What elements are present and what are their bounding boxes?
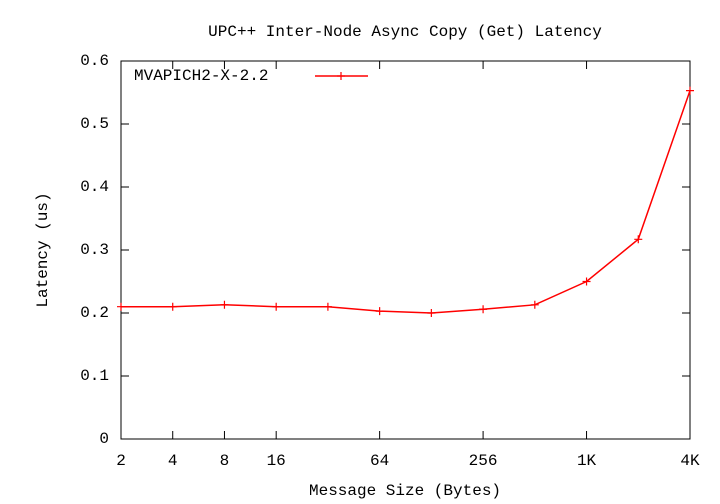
x-tick-label: 16 [267, 452, 286, 470]
x-tick-label: 1K [577, 452, 597, 470]
y-tick-label: 0.5 [80, 115, 109, 133]
x-axis-label: Message Size (Bytes) [309, 482, 501, 500]
point [168, 302, 177, 311]
point [686, 86, 694, 95]
y-tick-label: 0.6 [80, 52, 109, 70]
x-tick-label: 256 [469, 452, 498, 470]
y-tick-label: 0.4 [80, 178, 109, 196]
chart-title: UPC++ Inter-Node Async Copy (Get) Latenc… [208, 23, 602, 41]
point [427, 309, 436, 317]
x-tick-label: 4 [168, 452, 178, 470]
legend-label: MVAPICH2-X-2.2 [134, 67, 268, 85]
x-tick-label: 8 [220, 452, 230, 470]
legend-marker [337, 72, 345, 80]
y-tick-label: 0 [99, 430, 109, 448]
point [117, 302, 125, 311]
point [634, 235, 643, 244]
x-tick-label: 4K [680, 452, 700, 470]
y-tick-label: 0.1 [80, 367, 109, 385]
point [375, 307, 384, 316]
y-axis-label: Latency (us) [34, 192, 52, 307]
y-tick-label: 0.3 [80, 241, 109, 259]
point [530, 300, 539, 309]
point [323, 302, 332, 311]
x-tick-label: 2 [116, 452, 126, 470]
point [582, 277, 591, 286]
point [479, 305, 488, 314]
point [220, 300, 229, 309]
y-tick-label: 0.2 [80, 304, 109, 322]
x-tick-label: 64 [370, 452, 389, 470]
line [121, 90, 691, 314]
point [272, 302, 281, 311]
